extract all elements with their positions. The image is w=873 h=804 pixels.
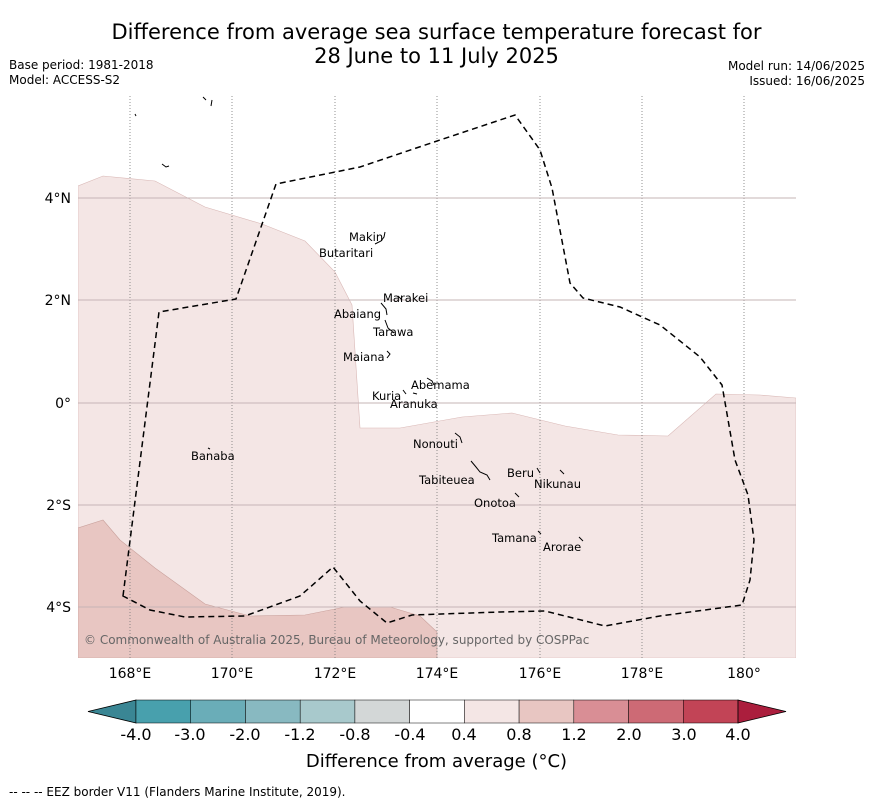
lon-tick-168e: 168°E — [109, 666, 152, 682]
copyright-notice: © Commonwealth of Australia 2025, Bureau… — [84, 633, 589, 647]
colorbar-segment — [573, 699, 629, 724]
colorbar-segment — [190, 699, 246, 724]
island-label-beru: Beru — [507, 466, 534, 480]
model-run: Model run: 14/06/2025 — [727, 59, 865, 73]
map-title: Difference from average sea surface temp… — [0, 20, 873, 68]
island-label-maiana: Maiana — [343, 350, 385, 364]
colorbar-tick: 0.4 — [451, 725, 476, 744]
colorbar-segment — [464, 699, 520, 724]
island-label-kuria: Kuria — [372, 389, 401, 403]
colorbar-segment — [683, 699, 739, 724]
anomaly-region-0.8-1.2 — [78, 519, 438, 658]
colorbar-tick: 2.0 — [616, 725, 641, 744]
island-labels: Makin Butaritari Marakei Abaiang Tarawa … — [191, 230, 581, 554]
anomaly-region-0.4-0.8 — [78, 175, 796, 658]
eez-border — [122, 114, 755, 627]
lat-tick-2n: 2°N — [45, 293, 71, 309]
colorbar-segment — [628, 699, 684, 724]
island-label-abemama: Abemama — [411, 378, 470, 392]
lon-tick-170e: 170°E — [211, 666, 254, 682]
colorbar-tick: 3.0 — [671, 725, 696, 744]
colorbar — [87, 699, 787, 724]
latitude-lines — [78, 197, 796, 608]
colorbar-extend-low — [87, 699, 137, 724]
colorbar-tick: -0.8 — [339, 725, 370, 744]
colorbar-segment — [409, 699, 465, 724]
island-label-nikunau: Nikunau — [534, 477, 581, 491]
island-label-abaiang: Abaiang — [334, 307, 381, 321]
colorbar-segment — [354, 699, 410, 724]
lat-tick-2s: 2°S — [46, 498, 71, 514]
eez-legend-footer: -- -- -- EEZ border V11 (Flanders Marine… — [9, 785, 346, 799]
longitude-tick-labels: 168°E 170°E 172°E 174°E 176°E 178°E 180° — [109, 666, 761, 682]
coastlines — [134, 96, 584, 542]
colorbar-tick: -3.0 — [174, 725, 205, 744]
graticule — [129, 96, 745, 658]
colorbar-tick-labels: -4.0 -3.0 -2.0 -1.2 -0.8 -0.4 0.4 0.8 1.… — [120, 725, 750, 744]
lon-tick-178e: 178°E — [621, 666, 664, 682]
colorbar-tick: -2.0 — [229, 725, 260, 744]
colorbar-segment — [518, 699, 575, 724]
title-line-2: 28 June to 11 July 2025 — [314, 44, 559, 68]
title-line-1: Difference from average sea surface temp… — [111, 20, 762, 44]
colorbar-tick: -0.4 — [394, 725, 425, 744]
island-label-nonouti: Nonouti — [413, 437, 458, 451]
colorbar-extend-high — [737, 699, 787, 724]
island-label-tamana: Tamana — [491, 531, 537, 545]
map-area — [78, 96, 796, 658]
colorbar-segment — [299, 699, 356, 724]
meta-right: Model run: 14/06/2025 Issued: 16/06/2025 — [728, 59, 865, 89]
island-label-butaritari: Butaritari — [319, 246, 373, 260]
colorbar-segment — [245, 699, 301, 724]
model-name: Model: ACCESS-S2 — [9, 73, 121, 87]
island-label-banaba: Banaba — [191, 449, 235, 463]
lat-tick-4n: 4°N — [45, 191, 71, 207]
colorbar-tick: 1.2 — [561, 725, 586, 744]
colorbar-tick: -1.2 — [284, 725, 315, 744]
lon-tick-172e: 172°E — [314, 666, 357, 682]
island-label-arorae: Arorae — [543, 540, 581, 554]
issued-date: Issued: 16/06/2025 — [749, 74, 865, 88]
lat-tick-0: 0° — [55, 396, 71, 412]
base-period: Base period: 1981-2018 — [9, 58, 154, 72]
island-label-marakei: Marakei — [383, 291, 428, 305]
colorbar-tick: 4.0 — [725, 725, 750, 744]
latitude-tick-labels: 4°N 2°N 0° 2°S 4°S — [45, 191, 72, 616]
colorbar-tick: -4.0 — [120, 725, 151, 744]
island-label-tarawa: Tarawa — [372, 325, 413, 339]
lon-tick-180: 180° — [727, 666, 761, 682]
island-label-aranuka: Aranuka — [390, 397, 438, 411]
lat-tick-4s: 4°S — [46, 600, 71, 616]
island-label-onotoa: Onotoa — [474, 496, 516, 510]
meta-left: Base period: 1981-2018 Model: ACCESS-S2 — [9, 58, 154, 88]
colorbar-label: Difference from average (°C) — [305, 751, 568, 772]
lon-tick-174e: 174°E — [416, 666, 459, 682]
colorbar-tick: 0.8 — [506, 725, 531, 744]
colorbar-segment — [135, 699, 191, 724]
lon-tick-176e: 176°E — [519, 666, 562, 682]
island-label-tabiteuea: Tabiteuea — [418, 473, 475, 487]
island-label-makin: Makin — [349, 230, 383, 244]
